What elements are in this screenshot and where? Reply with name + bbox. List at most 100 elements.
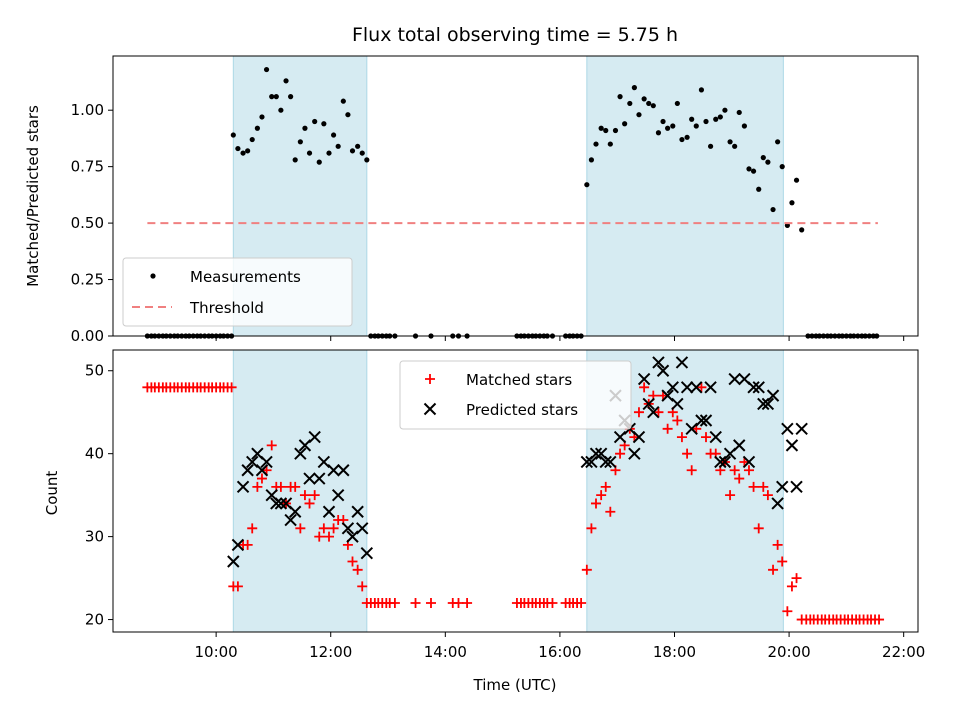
- axes-frame: [112, 349, 919, 633]
- measurement-point: [292, 157, 298, 163]
- axes-frame: [112, 55, 919, 337]
- matched-stars-point: [242, 539, 253, 550]
- measurement-point: [793, 177, 800, 183]
- measurement-point: [660, 118, 666, 125]
- predicted-stars-point: [294, 447, 307, 460]
- predicted-stars-point: [666, 381, 679, 394]
- matched-stars-point: [653, 407, 664, 418]
- predicted-stars-point: [776, 480, 789, 494]
- predicted-stars-point: [604, 455, 617, 469]
- y-tick-label: 0.25: [71, 271, 104, 289]
- matched-stars-point: [410, 597, 421, 608]
- predicted-stars-point: [680, 381, 694, 394]
- predicted-stars-point: [288, 505, 302, 518]
- predicted-stars-point: [331, 488, 345, 502]
- matched-stars-point: [743, 465, 754, 476]
- predicted-stars-point: [747, 381, 760, 394]
- measurement-point: [770, 206, 776, 213]
- predicted-stars-point: [733, 439, 746, 452]
- matched-stars-point: [734, 473, 745, 484]
- top-axes: 0.00 0.25 0.50 0.75 1.00 Measurements Threshol…: [71, 55, 919, 345]
- measurement-point: [263, 66, 270, 73]
- predicted-stars-point: [704, 381, 717, 394]
- matched-stars-point: [318, 523, 329, 534]
- measurement-point: [775, 139, 781, 145]
- legend-predicted-label: Predicted stars: [466, 401, 578, 419]
- chart-title: Flux total observing time = 5.75 h: [352, 24, 678, 46]
- y-tick-label: 1.00: [71, 101, 104, 119]
- measurement-point: [799, 227, 805, 233]
- predicted-stars-point: [227, 555, 240, 568]
- measurement-point: [283, 78, 289, 84]
- measurement-point: [722, 107, 728, 113]
- matched-stars-point: [581, 564, 592, 575]
- measurement-point: [636, 112, 642, 118]
- measurement-point: [230, 132, 236, 138]
- measurement-point: [703, 118, 709, 125]
- predicted-stars-point: [322, 505, 336, 518]
- matched-stars-point: [324, 531, 335, 542]
- measurement-point: [335, 143, 341, 149]
- legend-threshold-label: Threshold: [189, 299, 264, 317]
- matched-stars-point: [753, 523, 764, 534]
- measurement-point: [316, 159, 322, 165]
- measurement-point: [584, 182, 590, 188]
- measurement-point: [259, 114, 265, 120]
- measurement-point: [355, 143, 361, 149]
- matched-stars-point: [782, 606, 793, 617]
- predicted-stars-point: [308, 430, 321, 444]
- matched-stars-point: [758, 481, 769, 492]
- measurement-point: [312, 118, 318, 125]
- predicted-stars-point: [628, 447, 641, 460]
- measurement-point: [249, 136, 255, 143]
- predicted-stars-point: [236, 480, 250, 494]
- measurement-point: [707, 143, 714, 149]
- matched-stars-point: [791, 573, 802, 584]
- measurement-point: [670, 123, 676, 129]
- measurement-point: [612, 127, 619, 134]
- y-tick-label: 0.75: [71, 158, 104, 176]
- matched-stars-point: [357, 581, 368, 592]
- predicted-stars-point: [356, 522, 369, 535]
- predicted-stars-point: [270, 497, 283, 510]
- matched-stars-point: [295, 523, 306, 534]
- measurement-point: [627, 100, 633, 107]
- predicted-stars-point: [284, 513, 297, 527]
- predicted-stars-point: [709, 430, 722, 444]
- matched-stars-point: [252, 481, 263, 492]
- y-tick-label: 40: [85, 445, 104, 463]
- predicted-stars-point: [313, 472, 326, 485]
- predicted-stars-point: [685, 422, 698, 436]
- measurement-point: [646, 100, 652, 107]
- matched-stars-point: [686, 465, 697, 476]
- predicted-stars-point: [766, 389, 780, 402]
- matched-stars-point: [256, 473, 267, 484]
- measurement-point: [240, 150, 246, 156]
- measurement-point: [674, 100, 680, 107]
- predicted-stars-point: [341, 522, 355, 535]
- x-tick-label: 22:00: [882, 643, 925, 661]
- predicted-stars-point: [327, 464, 340, 477]
- predicted-stars-point: [303, 472, 316, 485]
- predicted-stars-point: [671, 397, 684, 411]
- measurement-point: [326, 150, 332, 156]
- matched-stars-point: [462, 597, 473, 608]
- matched-stars-point: [352, 564, 363, 575]
- matched-stars-point: [275, 481, 286, 492]
- matched-stars-point: [729, 465, 740, 476]
- measurement-point: [245, 148, 251, 154]
- measurement-point: [727, 139, 733, 145]
- legend-predicted-marker: [423, 402, 437, 416]
- matched-stars-point: [772, 539, 783, 550]
- legend-box: [122, 257, 353, 327]
- predicted-stars-point: [637, 372, 651, 386]
- legend-matched-marker: [425, 374, 435, 384]
- predicted-stars-point: [260, 455, 273, 469]
- predicted-stars-point: [761, 397, 775, 411]
- predicted-stars-point: [771, 497, 784, 510]
- measurement-point: [269, 94, 275, 100]
- measurement-point: [765, 159, 771, 165]
- measurement-point: [732, 143, 738, 149]
- measurement-point: [593, 141, 599, 147]
